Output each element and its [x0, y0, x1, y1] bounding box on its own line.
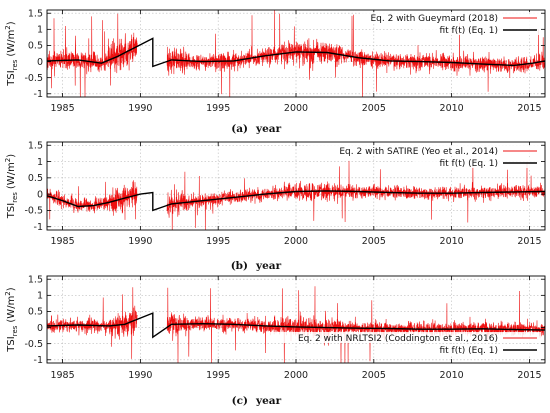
x-tick-label: 2010 [440, 236, 464, 247]
legend-bg [309, 145, 541, 156]
legend-label: fit f(t) (Eq. 1) [439, 346, 498, 356]
legend-bg [361, 12, 541, 23]
x-axis-label: year [255, 395, 282, 407]
series-fit-line [47, 190, 545, 212]
panel-c: -1 -0.5 0 0.5 1 1.5 1985 1990 1995 2000 2005 2010 20… [4, 275, 546, 407]
x-tick-label: 1995 [206, 236, 230, 247]
x-tick-label: 2015 [517, 103, 541, 114]
y-tick-label: 0 [37, 323, 43, 334]
legend-bg [413, 157, 541, 168]
x-tick-label: 2000 [284, 103, 308, 114]
legend-label: fit f(t) (Eq. 1) [439, 159, 498, 169]
y-axis-label: TSIres(W/m2) [4, 287, 19, 352]
y-axis-label: TSIres(W/m2) [4, 21, 19, 86]
plot-area [47, 160, 545, 230]
legend: Eq. 2 with SATIRE (Yeo et al., 2014) fit … [309, 145, 541, 169]
x-tick-label: 2005 [362, 236, 386, 247]
y-tick-label: 0.5 [28, 307, 43, 318]
legend: Eq. 2 with NRLTSI2 (Coddington et al., 2… [268, 332, 541, 356]
y-tick-label: -1 [34, 89, 43, 100]
x-tick-label: 2015 [517, 370, 541, 381]
x-tick-label: 1995 [206, 370, 230, 381]
y-tick-label: -0.5 [24, 339, 43, 350]
y-tick-label: -1 [34, 355, 43, 366]
series-fit-line [47, 37, 545, 68]
x-axis-label: year [255, 123, 282, 135]
x-axis-label: year [255, 260, 282, 272]
x-tick-label: 2005 [362, 370, 386, 381]
x-tick-label: 1990 [128, 236, 152, 247]
x-tick-label: 2010 [440, 370, 464, 381]
y-tick-label: 0.5 [28, 173, 43, 184]
y-tick-label: 1 [37, 291, 43, 302]
y-tick-label: -1 [34, 222, 43, 233]
series-fit-line [47, 312, 545, 339]
plot-area [47, 286, 545, 363]
y-tick-label: -0.5 [24, 206, 43, 217]
y-tick-label: 0 [37, 57, 43, 68]
legend-label: Eq. 2 with Gueymard (2018) [370, 14, 498, 24]
panel-b: -1 -0.5 0 0.5 1 1.5 1985 1990 1995 2000 2005 2010 20… [4, 141, 546, 272]
legend-label: Eq. 2 with NRLTSI2 (Coddington et al., 2… [298, 334, 498, 344]
y-tick-label: 1.5 [28, 275, 43, 286]
legend-label: fit f(t) (Eq. 1) [439, 26, 498, 36]
y-tick-label: -0.5 [24, 73, 43, 84]
x-tick-label: 1985 [50, 370, 74, 381]
x-tick-label: 2000 [284, 236, 308, 247]
x-tick-label: 1995 [206, 103, 230, 114]
legend: Eq. 2 with Gueymard (2018) fit f(t) (Eq. … [361, 12, 541, 36]
x-tick-label: 1990 [128, 370, 152, 381]
y-tick-label: 1.5 [28, 9, 43, 20]
y-tick-label: 0 [37, 189, 43, 200]
x-tick-label: 2010 [440, 103, 464, 114]
x-tick-label: 1985 [50, 103, 74, 114]
x-tick-label: 2000 [284, 370, 308, 381]
x-tick-label: 1985 [50, 236, 74, 247]
y-tick-label: 1 [37, 25, 43, 36]
panel-label: (c) [232, 395, 248, 407]
x-tick-label: 1990 [128, 103, 152, 114]
panel-a: -1 -0.5 0 0.5 1 1.5 1985 1990 1995 2000 2005 2010 20… [4, 9, 546, 135]
panel-label: (b) [231, 260, 248, 272]
y-tick-label: 0.5 [28, 41, 43, 52]
y-tick-label: 1.5 [28, 141, 43, 152]
legend-bg [413, 344, 541, 355]
legend-bg [413, 24, 541, 35]
plot-area [47, 10, 545, 97]
y-axis-label: TSIres(W/m2) [4, 154, 19, 219]
panel-label: (a) [231, 123, 248, 135]
y-tick-label: 1 [37, 157, 43, 168]
x-tick-label: 2005 [362, 103, 386, 114]
legend-label: Eq. 2 with SATIRE (Yeo et al., 2014) [339, 147, 498, 157]
x-tick-label: 2015 [517, 236, 541, 247]
legend-bg [268, 332, 541, 343]
